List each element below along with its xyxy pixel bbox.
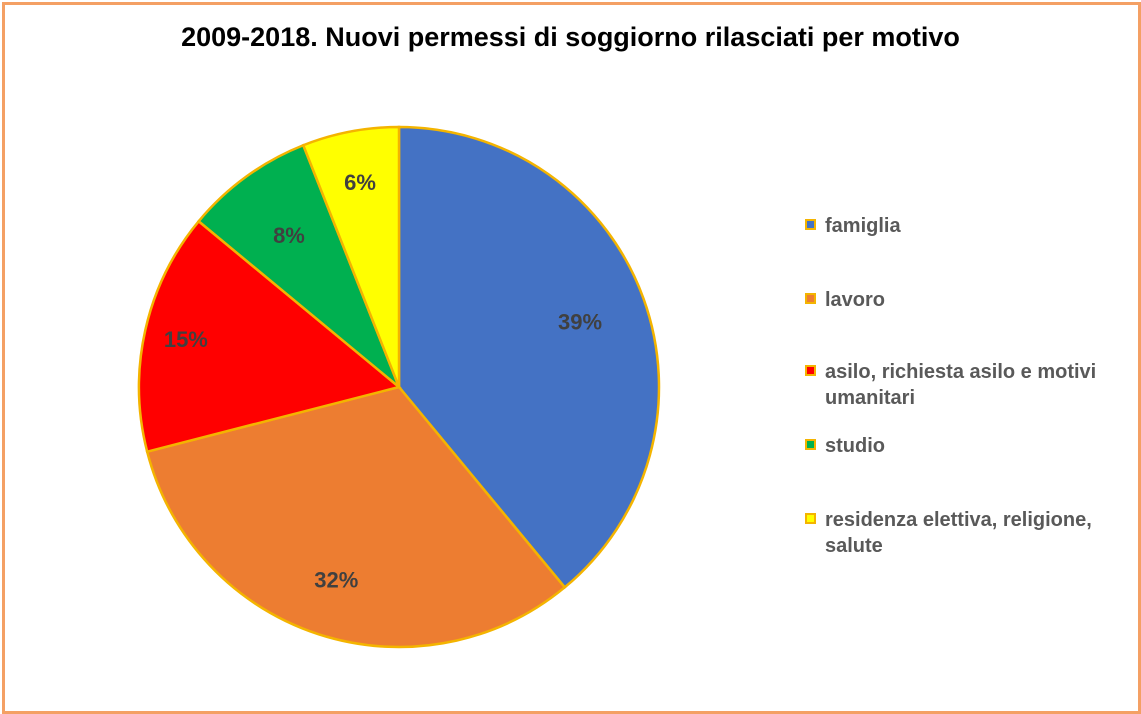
legend-swatch-lavoro [805,293,816,304]
pie-slice-famiglia [397,125,661,590]
legend-item-famiglia: famiglia [805,213,1135,239]
pie-slice-labels: 39% 32% 15% 8% 6% [164,170,602,592]
legend-swatch-studio [805,439,816,450]
data-label-residenza: 6% [344,170,376,195]
legend-label-famiglia: famiglia [825,215,901,237]
pie-slice-asilo [137,219,402,454]
legend-item-studio: studio [805,433,1135,459]
legend-item-residenza: residenza elettiva, religione, salute [805,507,1135,559]
pie-slice-lavoro [145,385,567,649]
pie-slice-studio [196,143,401,388]
pie-slice-residenza [301,125,401,388]
legend-swatch-asilo [805,365,816,376]
data-label-asilo: 15% [164,327,208,352]
legend-label-lavoro: lavoro [825,289,886,311]
legend-label-studio: studio [825,435,885,457]
legend-swatch-residenza [805,513,816,524]
legend-item-asilo: asilo, richiesta asilo e motivi umanitar… [805,359,1135,411]
legend-swatch-famiglia [805,219,816,230]
legend-item-lavoro: lavoro [805,287,1135,313]
data-label-famiglia: 39% [558,309,602,334]
pie-slices [137,125,661,649]
legend-label-residenza: residenza elettiva, religione, salute [825,509,1092,557]
legend-label-asilo: asilo, richiesta asilo e motivi umanitar… [825,361,1097,409]
data-label-lavoro: 32% [314,567,358,592]
data-label-studio: 8% [273,223,305,248]
chart-title: 2009-2018. Nuovi permessi di soggiorno r… [181,22,960,52]
